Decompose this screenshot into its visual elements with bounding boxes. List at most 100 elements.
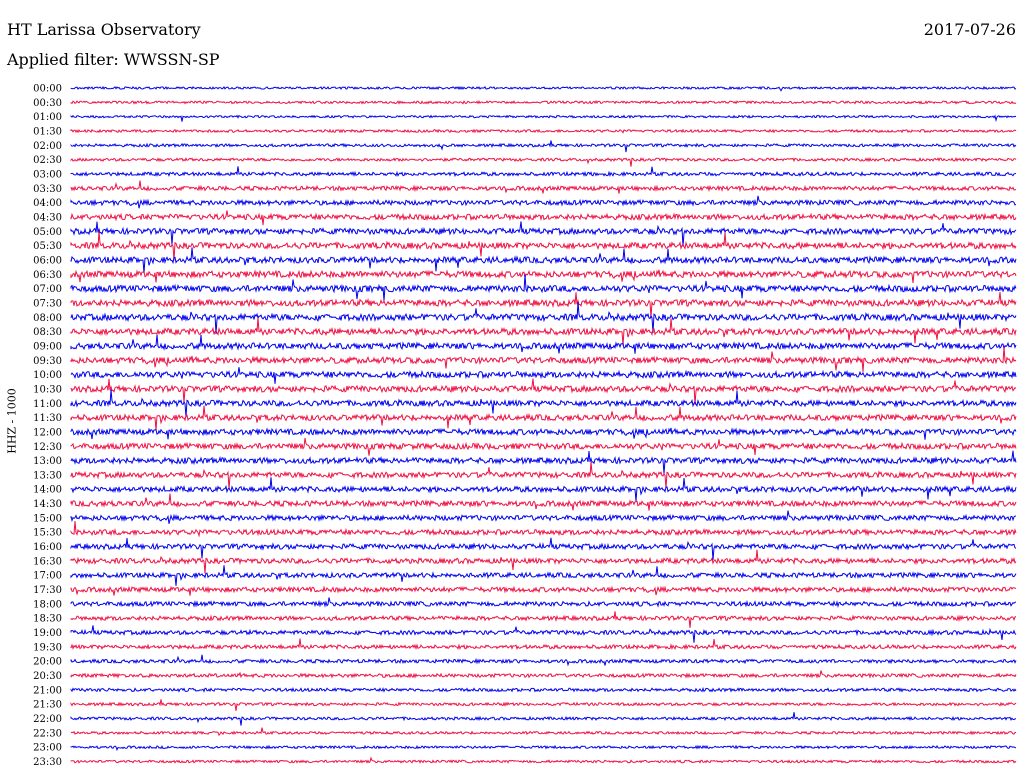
trace-line [70, 346, 1017, 372]
trace-line [70, 247, 1017, 274]
row-time-label: 17:30 [33, 585, 62, 596]
trace-line [70, 221, 1017, 247]
row-time-label: 18:30 [33, 614, 62, 625]
date-label: 2017-07-26 [923, 20, 1016, 39]
trace-line [70, 156, 1017, 167]
trace-line [70, 85, 1017, 92]
trace-line [70, 654, 1017, 667]
trace-line [70, 549, 1017, 574]
row-time-label: 05:00 [33, 227, 62, 238]
trace-line [70, 477, 1017, 502]
row-time-label: 02:00 [33, 141, 62, 152]
row-time-label: 15:30 [33, 528, 62, 539]
row-time-label: 03:00 [33, 169, 62, 180]
row-time-label: 05:30 [33, 241, 62, 252]
station-title: HT Larissa Observatory [7, 20, 201, 39]
row-time-label: 06:30 [33, 270, 62, 281]
row-time-label: 01:00 [33, 112, 62, 123]
trace-line [70, 405, 1017, 431]
trace-line [70, 493, 1017, 511]
row-time-label: 17:00 [33, 571, 62, 582]
trace-line [70, 756, 1017, 764]
trace-line [70, 166, 1017, 178]
row-time-label: 13:00 [33, 456, 62, 467]
row-time-label: 09:00 [33, 341, 62, 352]
row-time-label: 10:00 [33, 370, 62, 381]
row-time-label: 08:00 [33, 313, 62, 324]
trace-line [70, 100, 1017, 105]
row-time-label: 00:30 [33, 98, 62, 109]
row-time-label: 08:30 [33, 327, 62, 338]
trace-line [70, 291, 1017, 318]
trace-line [70, 274, 1017, 301]
trace-line [70, 461, 1017, 490]
row-time-label: 22:00 [33, 714, 62, 725]
trace-line [70, 625, 1017, 643]
trace-line [70, 437, 1017, 456]
trace-line [70, 520, 1017, 538]
trace-line [70, 712, 1017, 726]
trace-line [70, 727, 1017, 737]
trace-line [70, 128, 1017, 134]
trace-line [70, 195, 1017, 209]
row-time-label: 10:30 [33, 384, 62, 395]
row-time-label: 19:00 [33, 628, 62, 639]
trace-line [70, 537, 1017, 561]
trace-line [70, 597, 1017, 608]
trace-line [70, 302, 1017, 335]
row-time-label: 03:30 [33, 184, 62, 195]
row-time-label: 14:00 [33, 485, 62, 496]
row-time-label: 07:30 [33, 298, 62, 309]
trace-line [70, 367, 1017, 384]
trace-line [70, 231, 1017, 261]
trace-line [70, 114, 1017, 123]
trace-line [70, 744, 1017, 752]
trace-line [70, 686, 1017, 693]
row-time-label: 09:30 [33, 356, 62, 367]
trace-line [70, 140, 1017, 153]
trace-line [70, 389, 1017, 418]
trace-line [70, 334, 1017, 354]
row-time-label: 14:30 [33, 499, 62, 510]
trace-line [70, 450, 1017, 474]
row-time-label: 16:00 [33, 542, 62, 553]
row-time-label: 23:00 [33, 743, 62, 754]
filter-label: Applied filter: WWSSN-SP [7, 50, 220, 69]
trace-line [70, 378, 1017, 405]
row-time-label: 15:00 [33, 513, 62, 524]
trace-line [70, 611, 1017, 628]
row-time-label: 11:30 [33, 413, 62, 424]
row-time-label: 18:00 [33, 599, 62, 610]
row-time-label: 16:30 [33, 556, 62, 567]
row-time-label: 12:00 [33, 427, 62, 438]
row-time-label: 13:30 [33, 470, 62, 481]
trace-line [70, 210, 1017, 226]
row-time-label: 02:30 [33, 155, 62, 166]
trace-line [70, 180, 1017, 194]
row-time-label: 04:00 [33, 198, 62, 209]
trace-line [70, 699, 1017, 711]
trace-line [70, 510, 1017, 524]
trace-line [70, 585, 1017, 596]
row-time-label: 21:30 [33, 700, 62, 711]
row-time-label: 12:30 [33, 442, 62, 453]
row-time-label: 19:30 [33, 642, 62, 653]
row-time-label: 01:30 [33, 126, 62, 137]
row-time-label: 23:30 [33, 757, 62, 768]
row-time-label: 20:30 [33, 671, 62, 682]
row-time-label: 07:00 [33, 284, 62, 295]
row-time-label: 21:00 [33, 685, 62, 696]
row-time-label: 06:00 [33, 255, 62, 266]
trace-line [70, 670, 1017, 679]
row-time-label: 20:00 [33, 657, 62, 668]
trace-line [70, 317, 1017, 346]
row-time-label: 00:00 [33, 84, 62, 95]
trace-line [70, 638, 1017, 651]
trace-line [70, 565, 1017, 586]
row-time-label: 04:30 [33, 212, 62, 223]
trace-line [70, 269, 1017, 283]
trace-line [70, 427, 1017, 440]
row-time-label: 22:30 [33, 728, 62, 739]
